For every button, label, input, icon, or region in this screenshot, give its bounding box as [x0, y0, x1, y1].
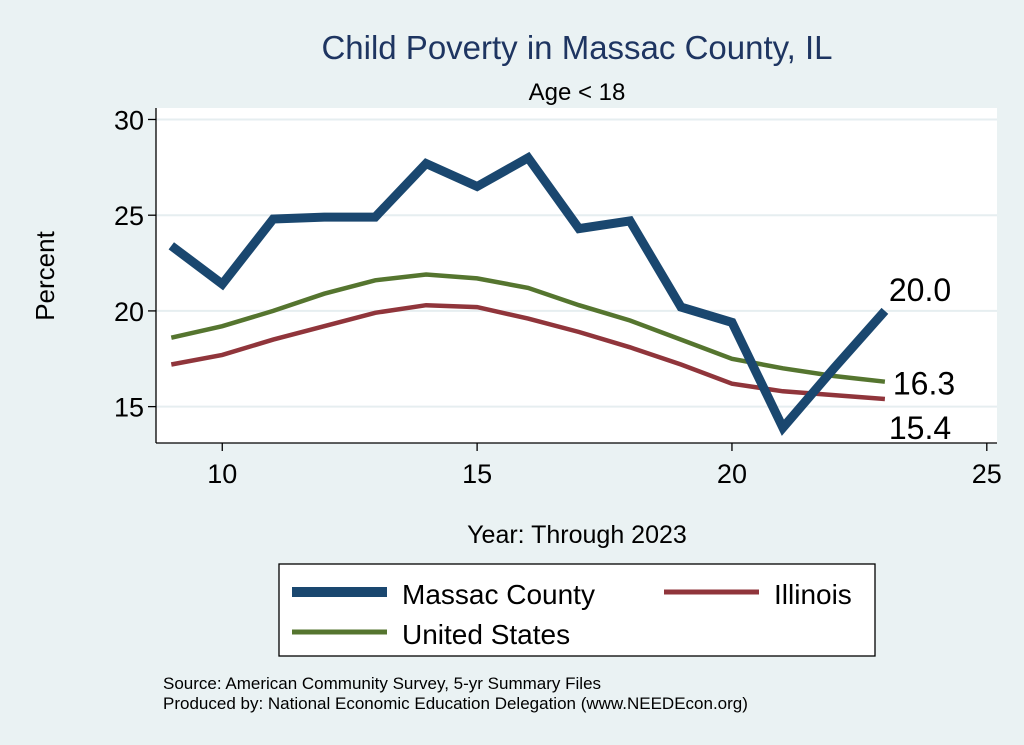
chart-title: Child Poverty in Massac County, IL — [321, 29, 832, 66]
y-tick-label-15: 15 — [114, 393, 144, 423]
source-note: Source: American Community Survey, 5-yr … — [163, 674, 601, 693]
produced-by-note: Produced by: National Economic Education… — [163, 694, 748, 713]
end-label-massac-county: 20.0 — [889, 272, 951, 308]
x-tick-label-25: 25 — [972, 459, 1002, 489]
end-labels: 20.0 15.4 16.3 — [889, 272, 955, 446]
end-label-united-states: 16.3 — [893, 366, 955, 402]
legend-label-massac: Massac County — [402, 579, 595, 610]
end-label-illinois: 15.4 — [889, 410, 951, 446]
axes: 15 20 25 30 10 15 20 25 — [114, 105, 1002, 489]
legend: Massac County Illinois United States — [278, 563, 876, 657]
x-tick-label-10: 10 — [207, 459, 237, 489]
legend-label-illinois: Illinois — [774, 579, 852, 610]
plot-area — [156, 108, 997, 443]
x-tick-label-20: 20 — [717, 459, 747, 489]
y-tick-label-30: 30 — [114, 105, 144, 135]
series-line-massac-county — [168, 151, 889, 436]
y-tick-label-25: 25 — [114, 201, 144, 231]
legend-box — [278, 563, 876, 657]
x-tick-label-15: 15 — [462, 459, 492, 489]
chart-subtitle: Age < 18 — [529, 79, 626, 106]
series-lines — [168, 151, 889, 436]
x-axis-label: Year: Through 2023 — [467, 521, 687, 549]
y-axis-label: Percent — [30, 230, 60, 320]
legend-label-united-states: United States — [402, 619, 570, 650]
series-line-united-states — [170, 272, 886, 384]
y-tick-label-20: 20 — [114, 297, 144, 327]
